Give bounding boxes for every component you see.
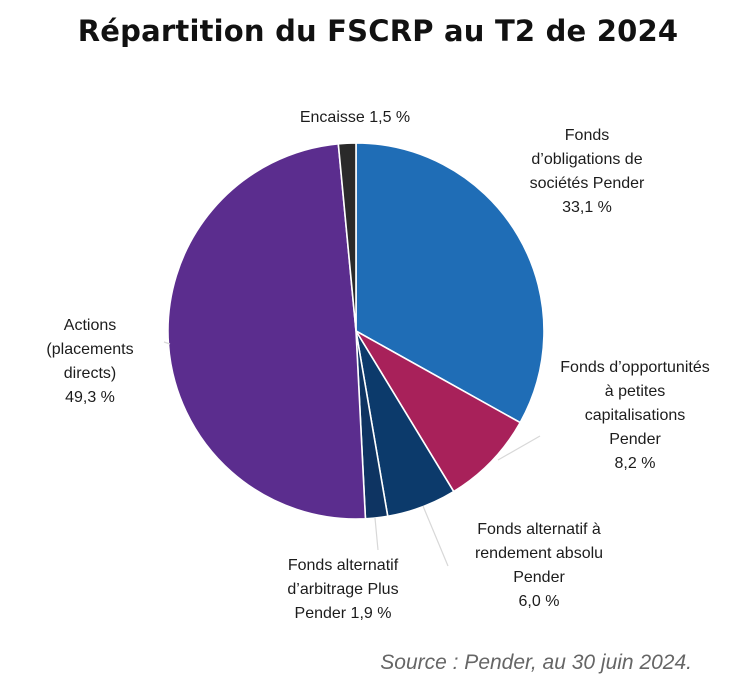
slice-label-line: Pender 1,9 %: [294, 605, 392, 622]
slice-label-line: 33,1 %: [562, 199, 612, 216]
slice-label-line: sociétés Pender: [529, 175, 645, 192]
pie-slice-5: [167, 143, 367, 520]
slice-label-line: à petites: [604, 383, 666, 400]
pie-slices: [167, 142, 545, 520]
slice-label-line: Fonds d’opportunités: [560, 359, 710, 376]
slice-label-line: Actions: [63, 317, 117, 334]
slice-label-line: 8,2 %: [614, 455, 656, 472]
slice-label-line: 6,0 %: [518, 593, 560, 610]
chart-title: Répartition du FSCRP au T2 de 2024: [77, 14, 679, 48]
slice-label-line: Pender: [609, 431, 661, 448]
slice-label-line: Fonds: [564, 127, 610, 144]
slice-label-3: Fonds alternatif à rendement absolu Pender…: [454, 518, 624, 614]
leader-lines: [163, 341, 541, 567]
slice-label-5: Actions (placements directs) 49,3 %: [20, 314, 160, 410]
slice-label-2: Fonds d’opportunités à petites capitalisat…: [540, 356, 730, 476]
slice-label-line: 49,3 %: [65, 389, 115, 406]
leader-line-3: [422, 505, 449, 567]
leader-line-2: [497, 435, 541, 461]
slice-label-line: Fonds alternatif: [287, 557, 399, 574]
slice-label-line: d’obligations de: [531, 151, 643, 168]
slice-label-line: rendement absolu: [474, 545, 604, 562]
pie-slice-2: [355, 330, 521, 493]
pie-slice-6: [337, 142, 357, 332]
slice-label-line: (placements: [46, 341, 134, 358]
leader-line-4: [374, 517, 379, 551]
pie-slice-1: [355, 142, 545, 424]
slice-label-1: Fonds d’obligations de sociétés Pender 33,1…: [512, 124, 662, 220]
source-note: Source : Pender, au 30 juin 2024.: [380, 651, 692, 674]
slice-label-line: d’arbitrage Plus: [287, 581, 399, 598]
slice-label-6: Encaisse 1,5 %: [280, 106, 430, 130]
slice-label-4: Fonds alternatif d’arbitrage Plus Pender 1…: [268, 554, 418, 626]
slice-label-line: directs): [63, 365, 117, 382]
slice-label-line: Encaisse 1,5 %: [299, 109, 411, 126]
slice-label-line: Pender: [513, 569, 565, 586]
slice-label-line: Fonds alternatif à: [477, 521, 601, 538]
slice-label-line: capitalisations: [584, 407, 686, 424]
leader-line-5: [163, 341, 171, 345]
